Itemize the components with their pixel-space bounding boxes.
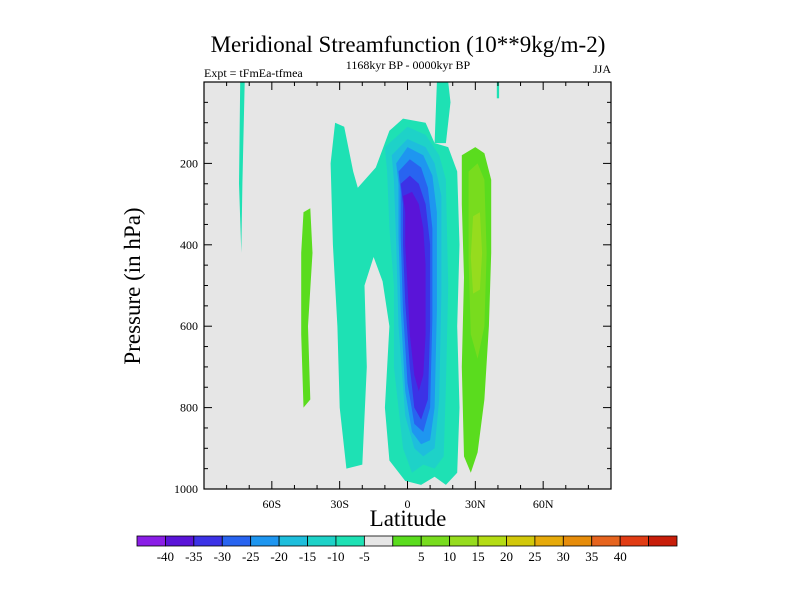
colorbar-swatch — [136, 535, 166, 547]
y-tick-label: 800 — [180, 401, 198, 415]
colorbar-swatch — [477, 535, 507, 547]
colorbar-label: 10 — [443, 549, 456, 564]
colorbar-swatch — [619, 535, 649, 547]
y-tick-label: 600 — [180, 319, 198, 333]
colorbar-label: 40 — [614, 549, 627, 564]
colorbar-label: 15 — [472, 549, 485, 564]
contour-region-south-pole-upper-strip — [239, 82, 245, 253]
contour-region-north-top-dot — [496, 82, 500, 99]
colorbar-label: 25 — [528, 549, 541, 564]
colorbar-swatch — [221, 535, 252, 547]
chart-title: Meridional Streamfunction (10**9kg/m-2) — [211, 32, 606, 57]
colorbar-swatch — [193, 535, 223, 547]
colorbar-swatch — [250, 535, 280, 547]
colorbar-label: 30 — [557, 549, 570, 564]
colorbar-label: 20 — [500, 549, 513, 564]
x-tick-label: 30S — [330, 497, 349, 511]
colorbar-label: -35 — [185, 549, 202, 564]
y-tick-label: 400 — [180, 238, 198, 252]
chart-subtitle-right: JJA — [593, 62, 611, 76]
colorbar-label: -30 — [214, 549, 231, 564]
colorbar-swatch — [506, 535, 536, 547]
colorbar-label: -40 — [157, 549, 174, 564]
colorbar-label: -25 — [242, 549, 259, 564]
y-axis-label: Pressure (in hPa) — [120, 207, 145, 364]
colorbar-label: -5 — [359, 549, 370, 564]
colorbar-label: 5 — [418, 549, 425, 564]
colorbar-label: -15 — [299, 549, 316, 564]
colorbar-swatch — [534, 535, 564, 547]
contour-region-northern-subtropics-positive-max — [470, 212, 483, 294]
chart-subtitle-center: 1168kyr BP - 0000kyr BP — [346, 58, 471, 72]
y-tick-label: 200 — [180, 156, 198, 170]
colorbar-swatch — [562, 535, 593, 547]
colorbar-swatch — [420, 535, 451, 547]
x-axis-ticks: 60S 30S 0 30N 60N — [203, 82, 612, 511]
y-axis-ticks: 200 400 600 800 1000 — [174, 81, 611, 496]
colorbar-swatch — [392, 535, 422, 547]
contour-region-southern-subtropics-positive — [301, 208, 313, 408]
x-tick-label: 60S — [262, 497, 281, 511]
colorbar-label: -20 — [270, 549, 287, 564]
colorbar-swatch — [591, 535, 621, 547]
x-axis-label: Latitude — [370, 506, 447, 531]
colorbar-label: 35 — [585, 549, 598, 564]
y-tick-label: 1000 — [174, 482, 198, 496]
x-tick-label: 30N — [465, 497, 486, 511]
colorbar — [136, 535, 678, 547]
colorbar-swatch — [335, 535, 365, 547]
x-tick-label: 60N — [533, 497, 554, 511]
colorbar-swatch — [648, 535, 678, 547]
contour-regions — [239, 82, 500, 485]
colorbar-swatch — [449, 535, 479, 547]
contour-region-tropical-negative-core — [403, 191, 426, 392]
x-tick-label: 0 — [405, 497, 411, 511]
colorbar-swatch — [307, 535, 337, 547]
chart-subtitle-left: Expt = tFmEa-tfmea — [204, 66, 303, 80]
colorbar-label: -10 — [327, 549, 344, 564]
contour-region-equator-top-strip — [434, 82, 451, 144]
colorbar-swatch — [278, 535, 308, 547]
colorbar-swatch — [363, 535, 394, 547]
colorbar-swatch — [165, 535, 195, 547]
colorbar-labels: -40 -35 -30 -25 -20 -15 -10 -5 5 10 15 20 25 30 35 40 — [157, 549, 627, 564]
